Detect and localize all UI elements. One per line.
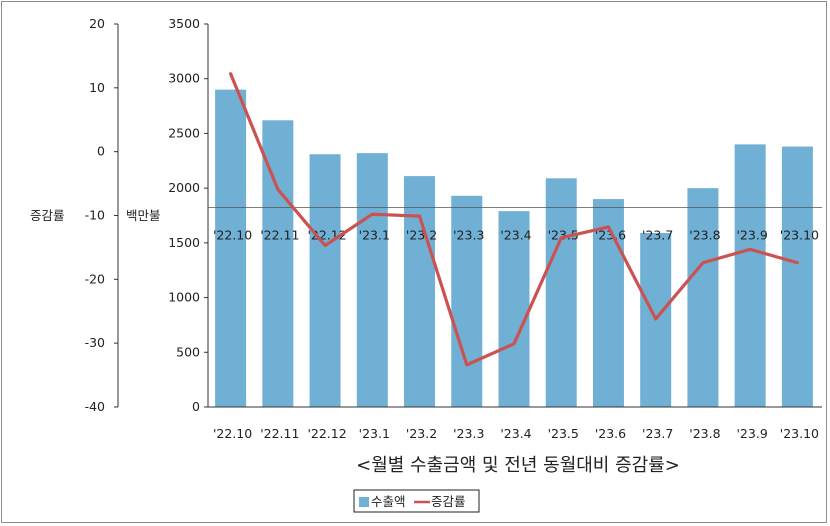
left-axis-tick-label: 0 — [97, 144, 105, 159]
inline-category-label: '23.7 — [642, 228, 673, 243]
category-label: '23.1 — [359, 426, 390, 441]
category-label: '22.12 — [307, 426, 346, 441]
value-axis-tick-label: 1000 — [168, 290, 200, 305]
bar — [734, 144, 766, 407]
legend-line-label: 증감률 — [431, 494, 466, 509]
value-axis-tick-label: 2000 — [168, 180, 200, 195]
inline-category-label: '23.2 — [406, 228, 437, 243]
category-label: '23.10 — [780, 426, 819, 441]
category-label: '23.2 — [406, 426, 437, 441]
bar — [215, 89, 247, 408]
bar — [451, 195, 483, 407]
bar — [404, 176, 436, 407]
bar — [781, 146, 813, 407]
inline-category-label: '23.5 — [548, 228, 579, 243]
left-axis-tick-label: -10 — [85, 208, 105, 223]
legend: 수출액 증감률 — [353, 489, 480, 513]
left-axis-label: 증감률 — [30, 208, 65, 223]
inline-category-label: '23.4 — [500, 228, 531, 243]
value-axis-tick-label: 2500 — [168, 125, 200, 140]
left-axis-tick-label: 20 — [89, 16, 105, 31]
inline-category-label: '23.10 — [780, 228, 819, 243]
legend-bar-label: 수출액 — [371, 494, 406, 509]
value-axis-tick-label: 1500 — [168, 235, 200, 250]
category-label: '22.11 — [260, 426, 299, 441]
value-axis-tick-label: 3000 — [168, 71, 200, 86]
bar — [545, 178, 577, 407]
category-label: '23.7 — [642, 426, 673, 441]
left-axis-tick-label: -20 — [85, 271, 105, 286]
category-label: '23.4 — [500, 426, 531, 441]
line-path — [229, 72, 799, 367]
legend-bar-swatch — [359, 497, 369, 507]
bar-series — [215, 89, 813, 408]
bar — [498, 211, 530, 407]
category-label: '23.6 — [595, 426, 626, 441]
left-axis-tick-label: -40 — [85, 399, 105, 414]
inline-category-label: '23.9 — [737, 228, 768, 243]
inline-category-label: '23.6 — [595, 228, 626, 243]
category-label: '23.5 — [548, 426, 579, 441]
category-axis: '22.10 '22.11 '22.12 '23.1 '23.2 '23.3 '23.4 '2… — [208, 406, 822, 441]
inline-category-label: '22.11 — [260, 228, 299, 243]
value-axis-tick-label: 500 — [176, 344, 200, 359]
right-axis: 3500 3000 2500 2000 1500 1000 500 0 — [168, 16, 209, 414]
bar — [687, 188, 719, 407]
inline-category-label: '23.1 — [359, 228, 390, 243]
category-label: '23.3 — [453, 426, 484, 441]
value-axis-tick-label: 3500 — [168, 16, 200, 31]
right-axis-label: 백만불 — [126, 208, 161, 223]
chart-title: <월별 수출금액 및 전년 동월대비 증감률> — [356, 455, 680, 476]
left-axis-tick-label: -30 — [85, 335, 105, 350]
category-label: '23.8 — [689, 426, 720, 441]
left-axis-tick-label: 10 — [89, 80, 105, 95]
bar — [309, 154, 341, 407]
inline-category-label: '23.8 — [689, 228, 720, 243]
line-series — [229, 72, 799, 367]
category-label: '23.9 — [737, 426, 768, 441]
bar — [356, 153, 388, 407]
left-axis: 20 10 0 -10 -20 -30 -40 — [85, 16, 119, 414]
inline-category-label: '22.10 — [213, 228, 252, 243]
inline-category-label: '23.3 — [453, 228, 484, 243]
bar — [592, 199, 624, 407]
category-label: '22.10 — [213, 426, 252, 441]
value-axis-tick-label: 0 — [192, 399, 200, 414]
